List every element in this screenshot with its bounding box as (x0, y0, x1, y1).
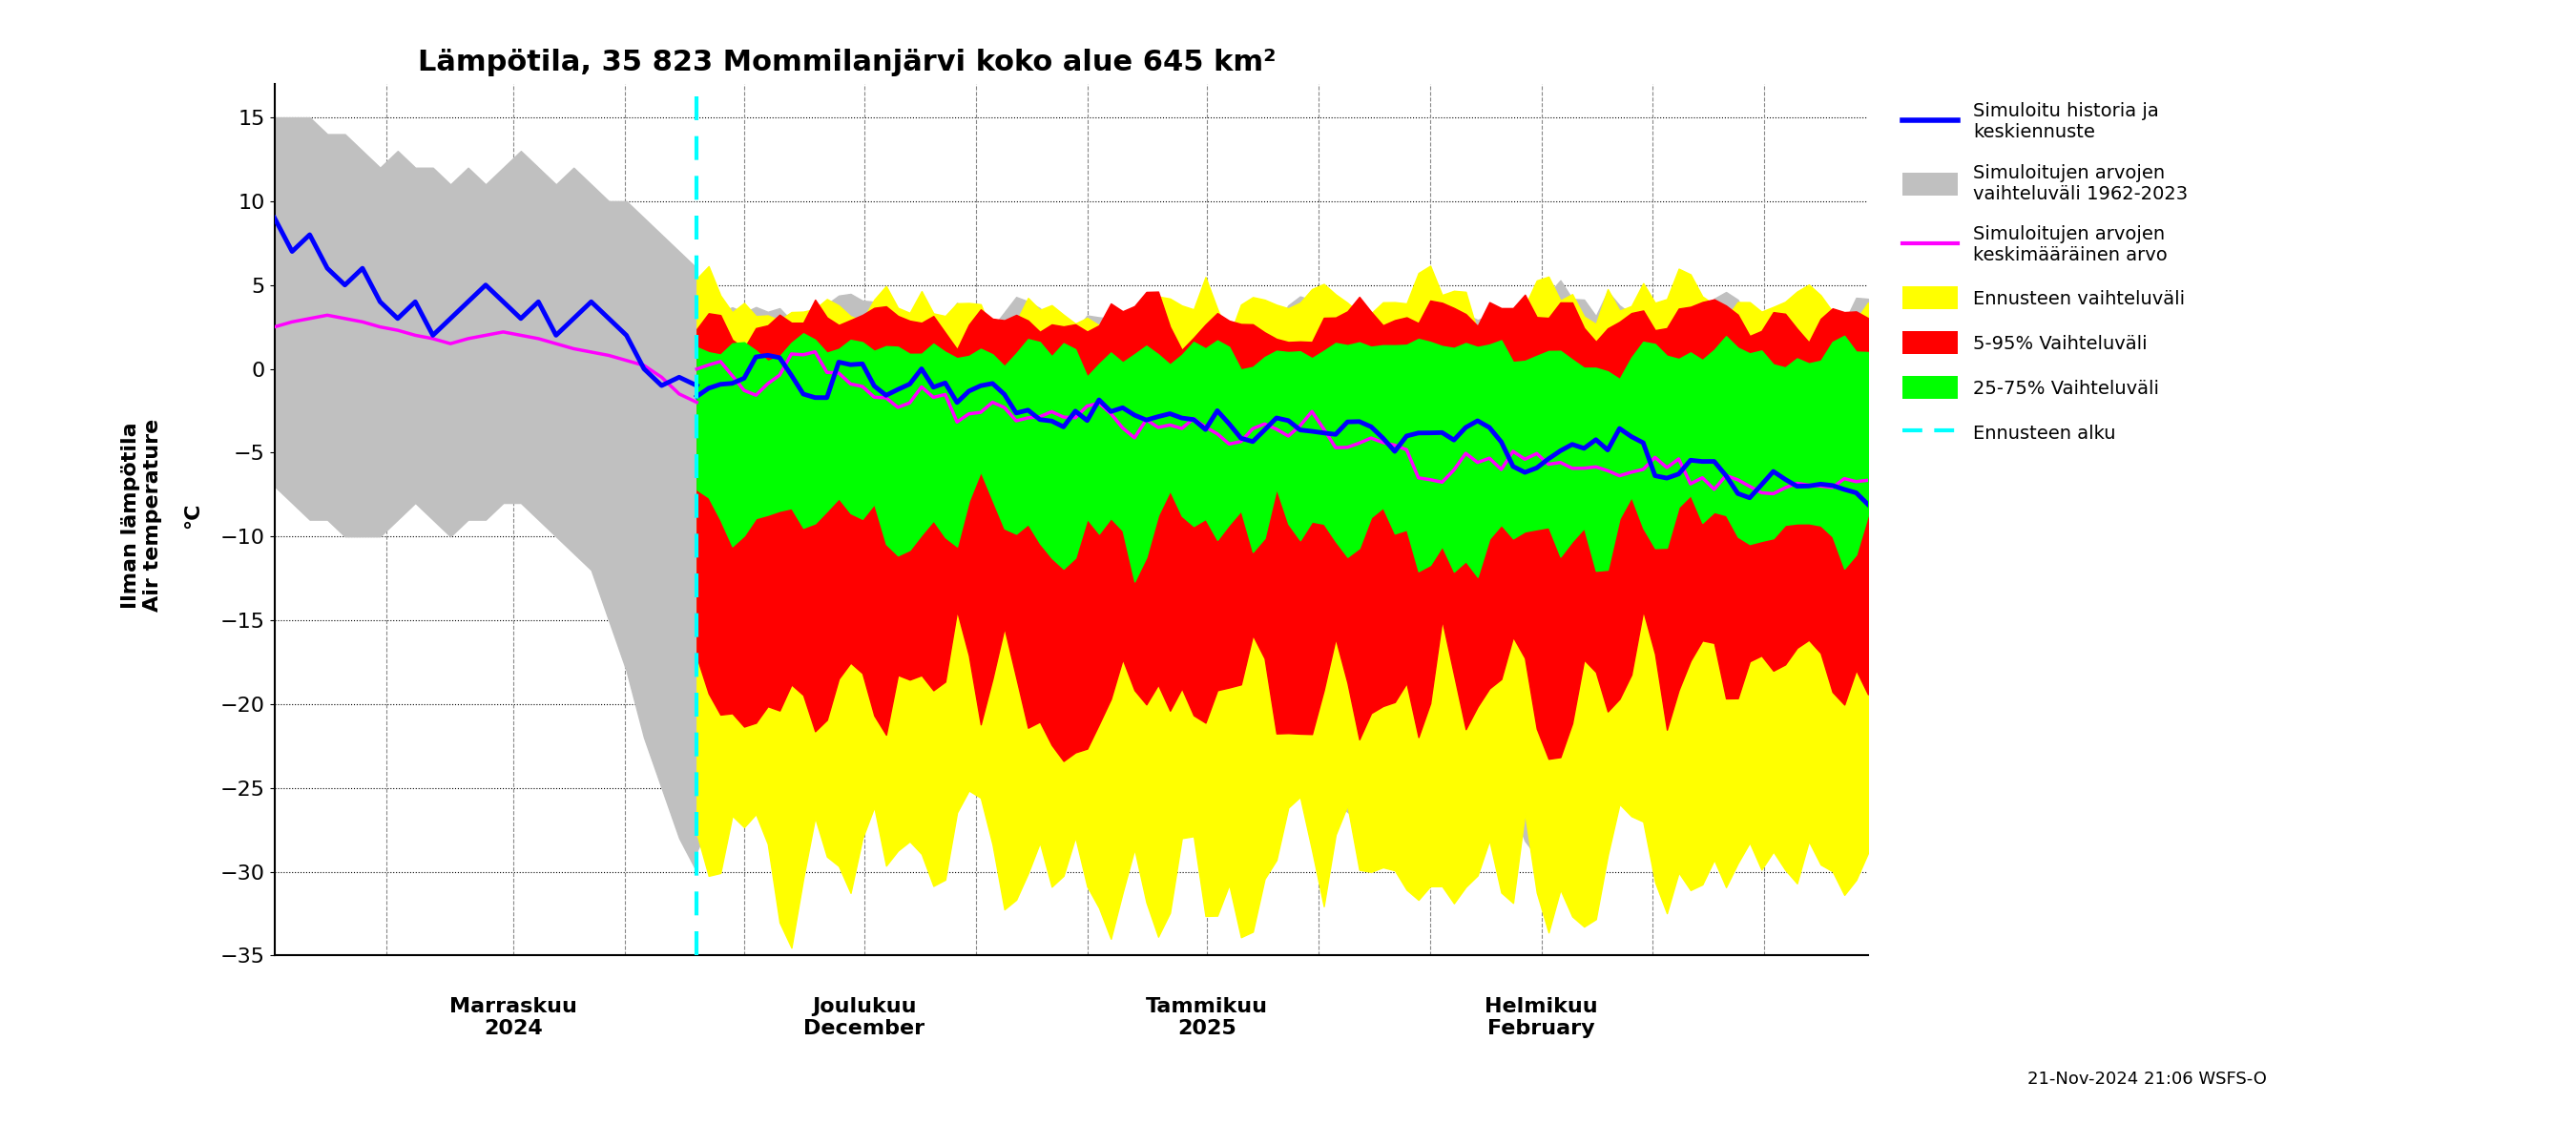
Text: Helmikuu
February: Helmikuu February (1484, 997, 1597, 1039)
Text: Tammikuu
2025: Tammikuu 2025 (1146, 997, 1267, 1039)
Text: 21-Nov-2024 21:06 WSFS-O: 21-Nov-2024 21:06 WSFS-O (2027, 1071, 2267, 1088)
Text: °C: °C (183, 503, 204, 528)
Text: Lämpötila, 35 823 Mommilanjärvi koko alue 645 km²: Lämpötila, 35 823 Mommilanjärvi koko alu… (417, 48, 1275, 77)
Text: Joulukuu
December: Joulukuu December (804, 997, 925, 1039)
Text: Marraskuu
2024: Marraskuu 2024 (451, 997, 577, 1039)
Text: Ilman lämpötila
Air temperature: Ilman lämpötila Air temperature (121, 419, 162, 611)
Legend: Simuloitu historia ja
keskiennuste, Simuloitujen arvojen
vaihteluväli 1962-2023,: Simuloitu historia ja keskiennuste, Simu… (1893, 93, 2197, 453)
